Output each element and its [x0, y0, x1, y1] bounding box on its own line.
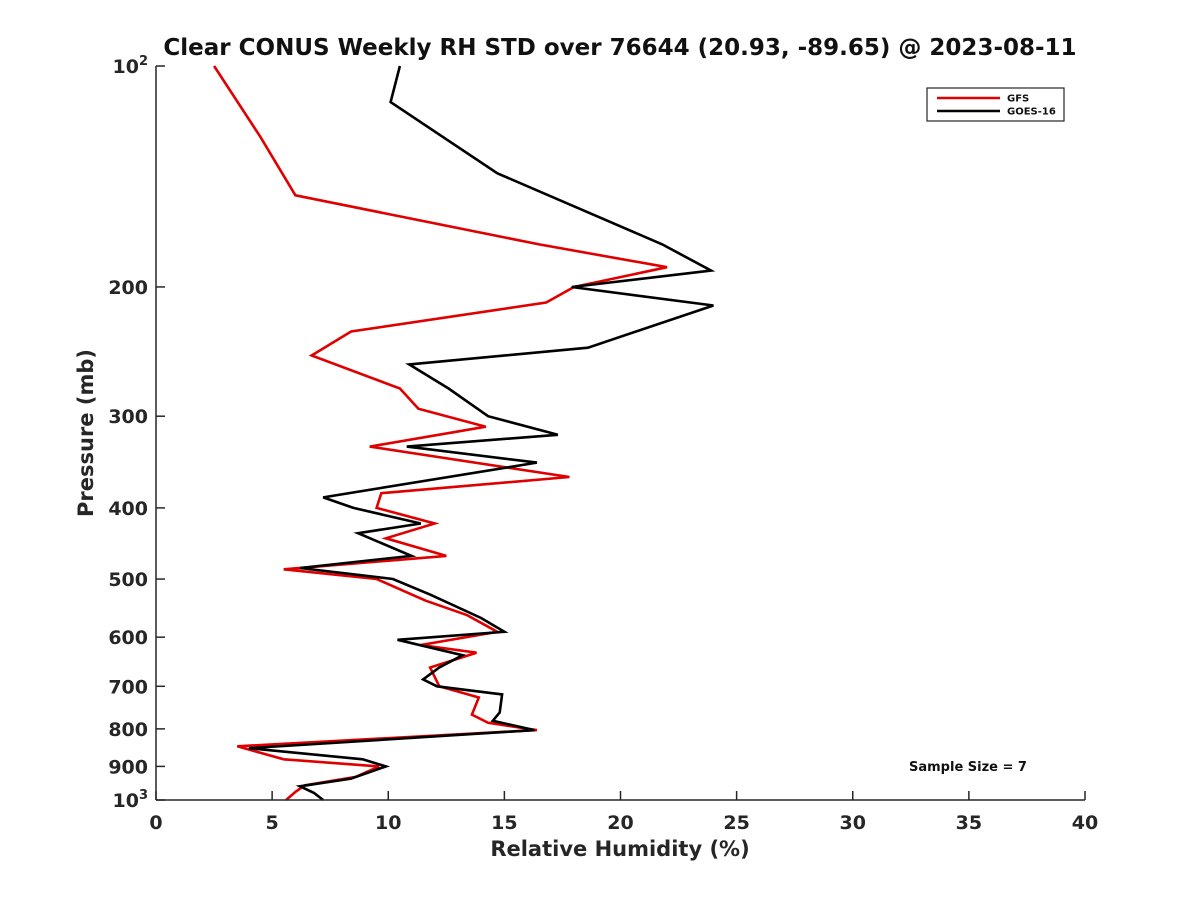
series-line-goes16 — [248, 65, 716, 802]
x-tick-labels: 0 5 10 15 20 25 30 35 40 — [149, 791, 1098, 834]
y-tick-label: 500 — [108, 569, 148, 591]
x-tick-label: 20 — [607, 812, 633, 834]
y-tick-label: 600 — [108, 627, 148, 649]
legend: GFS GOES-16 — [926, 87, 1065, 122]
y-tick-labels: 102 200 300 400 500 600 700 800 900 103 — [108, 54, 165, 812]
y-tick-label: 900 — [108, 756, 148, 778]
legend-label-gfs: GFS — [1007, 94, 1029, 105]
x-tick-label: 35 — [956, 812, 982, 834]
x-tick-label: 10 — [375, 812, 401, 834]
x-tick-label: 25 — [723, 812, 749, 834]
sample-size-annotation: Sample Size = 7 — [909, 760, 1027, 775]
x-tick-label: 0 — [149, 812, 162, 834]
y-tick-label: 300 — [108, 406, 148, 428]
x-tick-label: 15 — [491, 812, 517, 834]
y-tick-label: 200 — [108, 277, 148, 299]
legend-label-goes16: GOES-16 — [1007, 107, 1056, 118]
y-tick-label: 103 — [113, 788, 149, 812]
y-tick-label: 102 — [113, 54, 149, 78]
x-axis-label: Relative Humidity (%) — [490, 837, 749, 861]
x-tick-label: 30 — [840, 812, 866, 834]
x-tick-label: 40 — [1072, 812, 1098, 834]
series-line-gfs — [213, 65, 668, 801]
y-axis-label: Pressure (mb) — [74, 349, 98, 517]
y-tick-label: 700 — [108, 676, 148, 698]
y-tick-label: 800 — [108, 719, 148, 741]
series-layer — [213, 65, 716, 802]
y-tick-label: 400 — [108, 498, 148, 520]
chart-title: Clear CONUS Weekly RH STD over 76644 (20… — [163, 35, 1076, 61]
legend-box — [926, 87, 1065, 122]
x-tick-label: 5 — [266, 812, 279, 834]
